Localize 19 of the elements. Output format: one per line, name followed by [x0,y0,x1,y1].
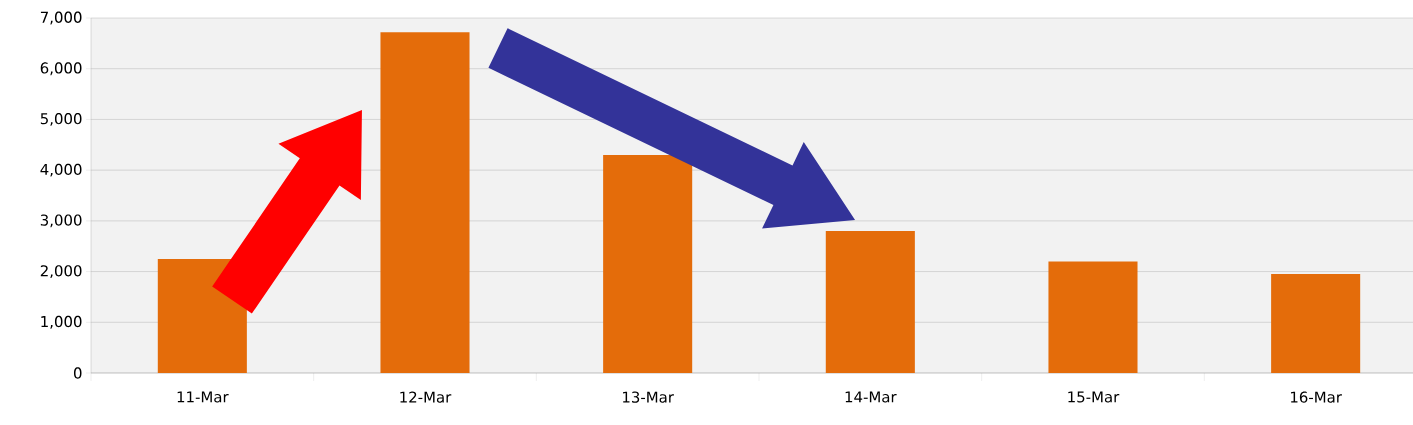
x-tick-label: 11-Mar [177,391,229,403]
y-tick-label: 5,000 [40,113,82,126]
bar [603,154,693,373]
bar [1271,274,1361,373]
x-tick-label: 14-Mar [845,391,897,403]
x-tick-label: 12-Mar [400,391,452,403]
bar [825,231,915,373]
y-tick-label: 0 [73,367,82,379]
x-tick-label: 15-Mar [1068,391,1120,403]
y-tick-label: 1,000 [41,315,82,329]
x-tick-label: 13-Mar [623,391,674,403]
y-tick-label: 4,000 [40,163,82,177]
y-tick-label: 6,000 [40,62,82,76]
bar [1048,261,1138,373]
x-tick-label: 16-Mar [1290,391,1342,403]
bar [380,32,470,373]
y-tick-label: 7,000 [40,11,82,25]
y-tick-label: 2,000 [40,265,82,278]
y-tick-label: 3,000 [40,214,82,228]
